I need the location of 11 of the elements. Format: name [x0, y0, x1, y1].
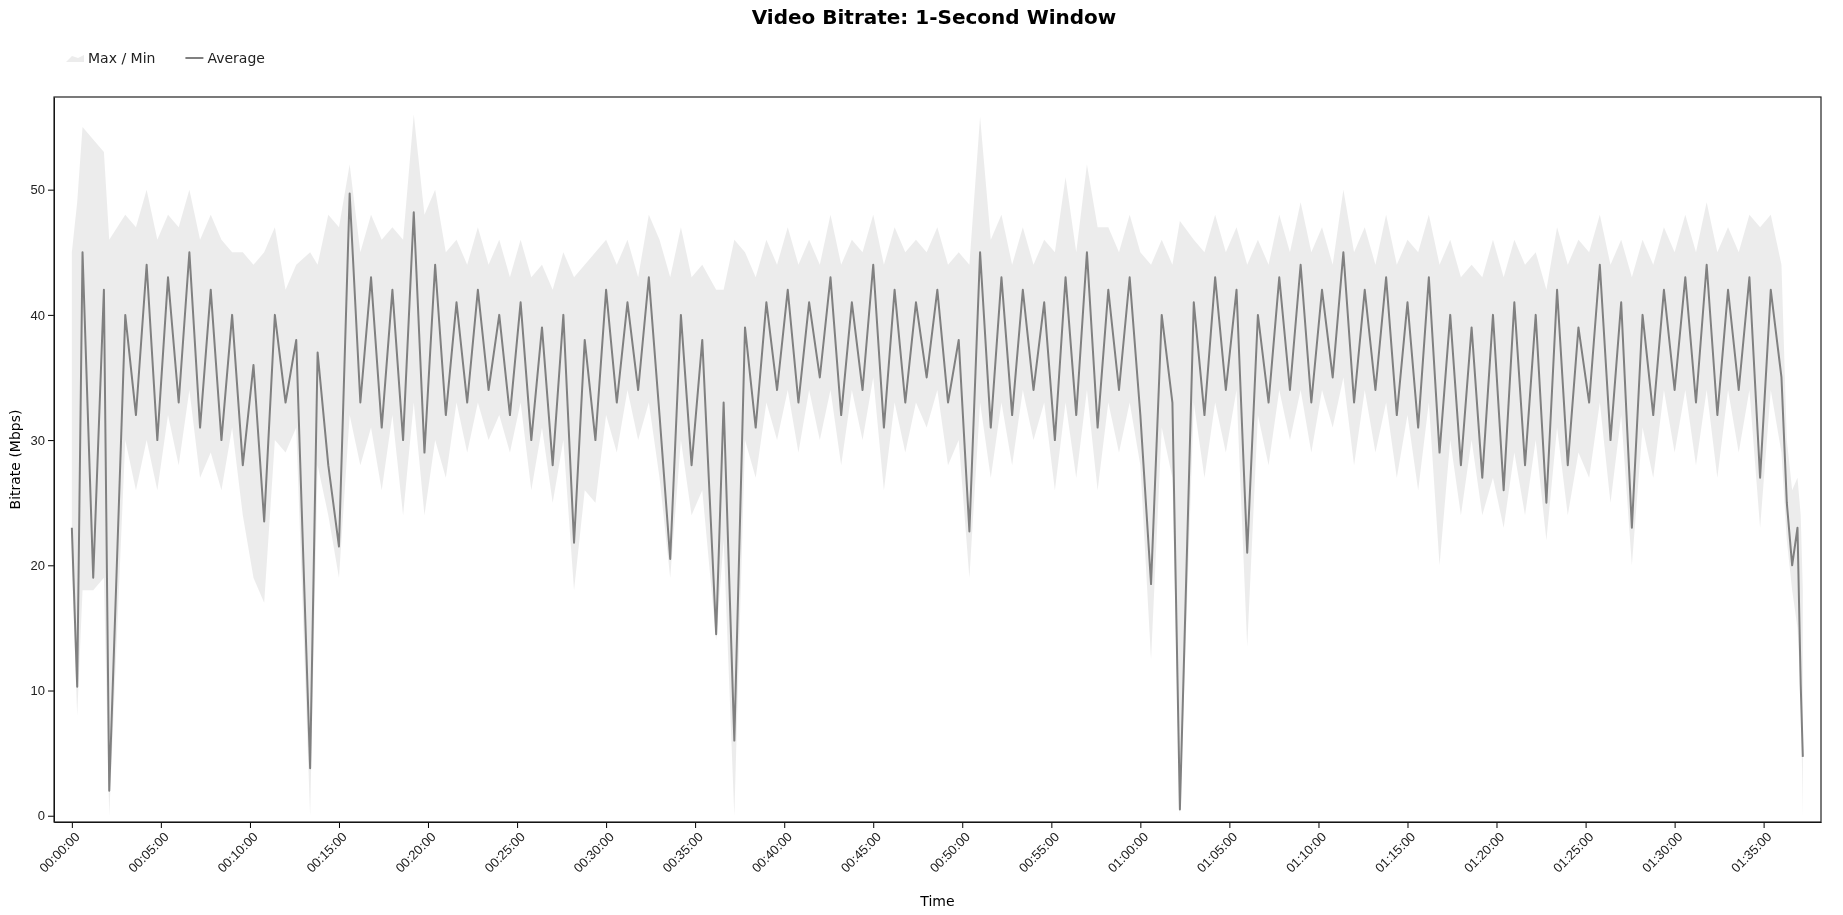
legend-label: Average	[207, 50, 265, 66]
y-axis-title: Bitrate (Mbps)	[7, 409, 23, 510]
x-axis-title: Time	[919, 893, 955, 909]
y-tick-label: 30	[30, 432, 45, 448]
y-tick-label: 10	[30, 683, 45, 699]
y-tick-label: 20	[30, 557, 45, 573]
y-tick-label: 0	[37, 808, 45, 824]
y-tick-label: 40	[30, 307, 45, 323]
y-tick-label: 50	[30, 182, 45, 198]
chart-title: Video Bitrate: 1-Second Window	[751, 5, 1117, 29]
text: Max / Min	[88, 50, 156, 66]
